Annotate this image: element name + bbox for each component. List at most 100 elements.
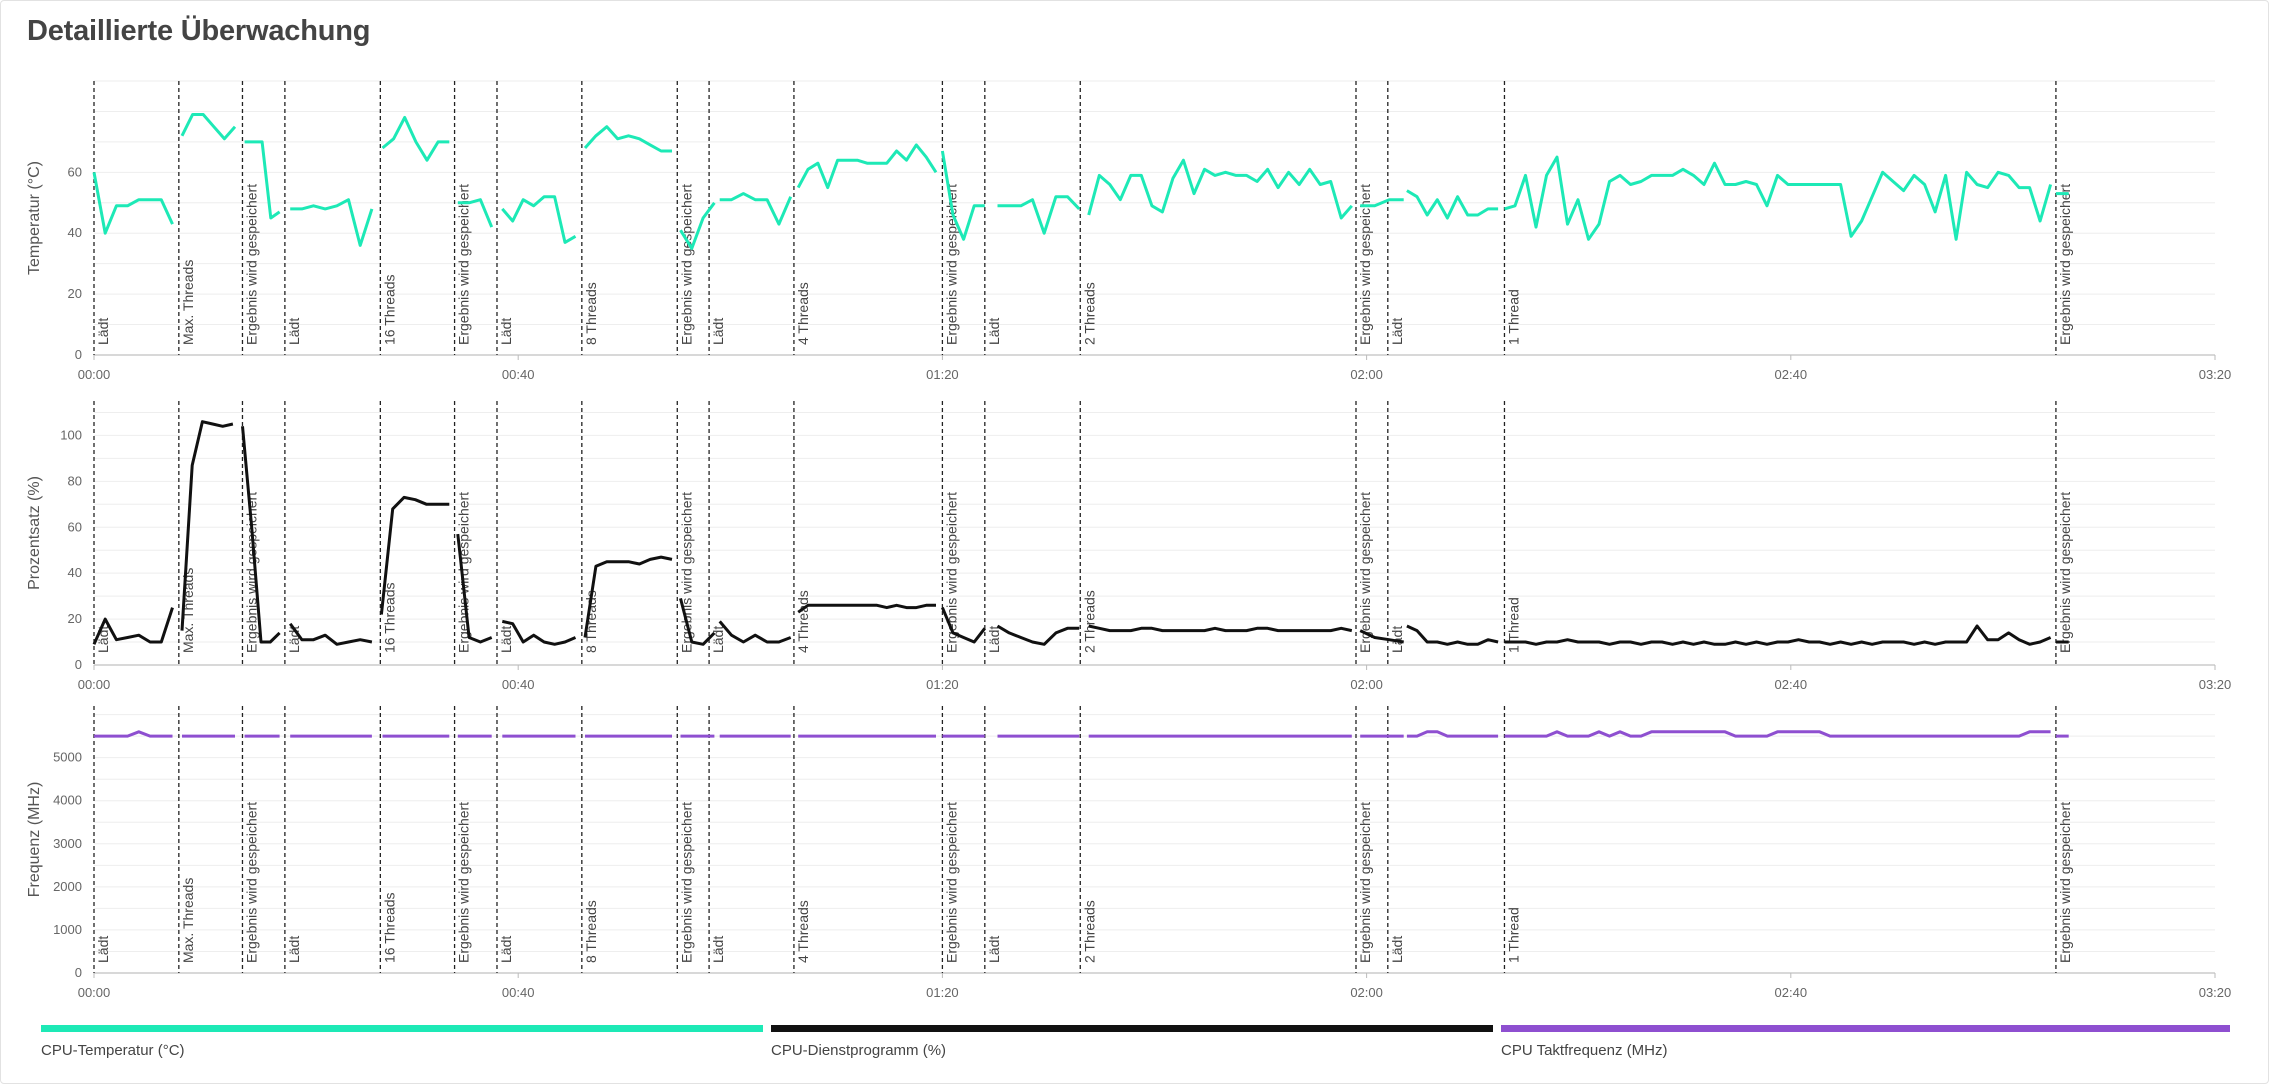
series-line-segment	[679, 201, 716, 250]
x-tick-label: 02:00	[1350, 985, 1383, 1000]
y-tick-label: 60	[68, 519, 82, 534]
x-tick-label: 03:20	[2199, 367, 2232, 382]
legend-item-cpu-utility[interactable]: CPU-Dienstprogramm (%)	[771, 1025, 1493, 1059]
phase-marker-label: Lädt	[498, 318, 514, 345]
phase-marker-label: Ergebnis wird gespeichert	[456, 184, 472, 345]
x-tick-label: 01:20	[926, 367, 959, 382]
legend-label-utility: CPU-Dienstprogramm (%)	[771, 1042, 947, 1059]
series-line-segment	[1359, 629, 1404, 644]
series-line-segment	[719, 192, 793, 226]
phase-marker-label: 16 Threads	[381, 274, 397, 345]
legend-label-clock: CPU Taktfrequenz (MHz)	[1501, 1042, 1668, 1059]
legend-swatch-clock	[1501, 1025, 2230, 1032]
legend-swatch-temperature	[41, 1025, 763, 1032]
phase-marker-label: 2 Threads	[1081, 282, 1097, 345]
series-line-segment	[94, 730, 173, 738]
charts-area: 0 20 40 60 Temperatur (°C) 00:00 00:40 01:20 02:…	[26, 80, 2232, 1000]
series-line-segment	[501, 619, 577, 646]
phase-marker-label: Lädt	[286, 318, 302, 345]
phase-marker-label: Ergebnis wird gespeichert	[943, 802, 959, 963]
phase-marker-label: Ergebnis wird gespeichert	[2057, 184, 2073, 345]
x-tick-label: 02:40	[1775, 985, 1808, 1000]
x-tick-label: 00:40	[502, 985, 535, 1000]
y-tick-label: 20	[68, 611, 82, 626]
y-tick-label: 0	[75, 347, 82, 362]
phase-marker-label: Lädt	[986, 626, 1002, 653]
series-line-segment	[679, 598, 716, 646]
series-line-segment	[583, 555, 673, 638]
phase-marker-label: 1 Thread	[1505, 907, 1521, 963]
x-tick-label: 03:20	[2199, 677, 2232, 692]
phase-marker-label: 16 Threads	[381, 892, 397, 963]
x-tick-label: 02:00	[1350, 367, 1383, 382]
y-tick-label: 5000	[53, 750, 82, 765]
chart-1: 0 20 40 60 Temperatur (°C) 00:00 00:40 01:20 02:…	[26, 80, 2232, 382]
x-tick-label: 00:00	[78, 985, 111, 1000]
phase-marker-label: Ergebnis wird gespeichert	[456, 802, 472, 963]
phase-marker-label: 8 Threads	[583, 282, 599, 345]
phase-marker-label: 4 Threads	[795, 900, 811, 963]
series-line-segment	[1360, 198, 1404, 208]
chart-2: 0 20 40 60 80 100 Prozentsatz (%) 00:00 00:40 01:…	[26, 401, 2231, 692]
y-tick-label: 20	[68, 286, 82, 301]
page-title: Detaillierte Überwachung	[27, 15, 371, 47]
series-line-segment	[1406, 189, 1499, 220]
phase-marker-label: Ergebnis wird gespeichert	[678, 184, 694, 345]
phase-marker-label: Lädt	[286, 936, 302, 963]
phase-marker-label: Max. Threads	[180, 260, 196, 345]
y-axis-title: Frequenz (MHz)	[26, 782, 43, 898]
phase-marker-label: Lädt	[710, 936, 726, 963]
phase-marker-label: Lädt	[710, 626, 726, 653]
x-tick-label: 02:40	[1775, 367, 1808, 382]
series-line-segment	[1504, 730, 2051, 738]
y-tick-label: 0	[75, 657, 82, 672]
phase-marker-label: Ergebnis wird gespeichert	[1357, 492, 1373, 653]
series-line-segment	[92, 172, 174, 235]
x-tick-label: 02:00	[1350, 677, 1383, 692]
x-tick-label: 03:20	[2199, 985, 2232, 1000]
phase-marker-label: 2 Threads	[1081, 900, 1097, 963]
series-line-segment	[457, 198, 494, 228]
y-tick-label: 40	[68, 565, 82, 580]
series-line-segment	[940, 150, 985, 241]
x-tick-label: 01:20	[926, 677, 959, 692]
y-tick-label: 40	[68, 225, 82, 240]
phase-marker-label: 4 Threads	[795, 590, 811, 653]
legend-label-temperature: CPU-Temperatur (°C)	[41, 1042, 185, 1059]
series-line-segment	[456, 533, 493, 644]
phase-marker-label: Ergebnis wird gespeichert	[243, 184, 259, 345]
legend-item-cpu-temperature[interactable]: CPU-Temperatur (°C)	[41, 1025, 763, 1059]
phase-marker-label: Ergebnis wird gespeichert	[2057, 492, 2073, 653]
series-line-segment	[797, 603, 936, 614]
series-line-segment	[796, 143, 938, 190]
phase-marker-label: Ergebnis wird gespeichert	[243, 492, 259, 653]
phase-marker-label: Ergebnis wird gespeichert	[1357, 802, 1373, 963]
phase-marker-label: 1 Thread	[1505, 597, 1521, 653]
phase-marker-label: 16 Threads	[381, 582, 397, 653]
y-tick-label: 80	[68, 473, 82, 488]
x-tick-label: 00:00	[78, 367, 111, 382]
series-line-segment	[718, 620, 792, 644]
phase-marker-label: Ergebnis wird gespeichert	[678, 802, 694, 963]
phase-marker-label: Lädt	[1389, 318, 1405, 345]
y-axis-title: Temperatur (°C)	[26, 161, 43, 275]
series-line-segment	[996, 624, 1080, 646]
legend-item-cpu-clock[interactable]: CPU Taktfrequenz (MHz)	[1501, 1025, 2230, 1059]
phase-marker-label: Lädt	[986, 318, 1002, 345]
y-tick-label: 2000	[53, 879, 82, 894]
series-line-segment	[1087, 158, 1353, 220]
series-line-segment	[241, 426, 281, 644]
series-line-segment	[501, 195, 577, 244]
series-line-segment	[1406, 624, 1499, 646]
phase-marker-label: 1 Thread	[1505, 289, 1521, 345]
series-line-segment	[1504, 155, 2053, 241]
y-tick-label: 60	[68, 164, 82, 179]
y-tick-label: 100	[60, 427, 82, 442]
phase-marker-label: Ergebnis wird gespeichert	[2057, 802, 2073, 963]
phase-marker-label: Max. Threads	[180, 878, 196, 963]
series-line-segment	[1504, 624, 2052, 646]
y-tick-label: 1000	[53, 922, 82, 937]
phase-marker-label: Ergebnis wird gespeichert	[943, 492, 959, 653]
series-line-segment	[381, 116, 450, 162]
